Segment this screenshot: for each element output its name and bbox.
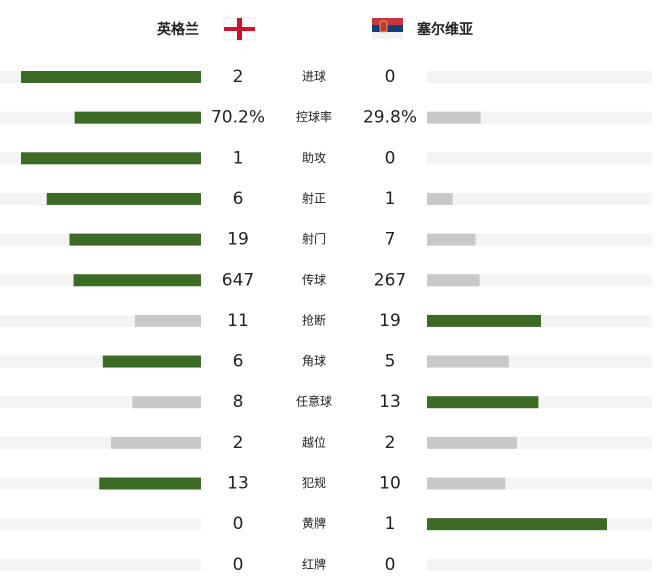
stat-label: 抢断 <box>302 312 326 327</box>
stat-label: 进球 <box>302 70 326 84</box>
home-value: 2 <box>233 433 244 453</box>
home-value: 13 <box>227 474 249 494</box>
stat-label: 助攻 <box>302 151 326 165</box>
track <box>427 233 652 246</box>
away-value: 0 <box>385 148 396 168</box>
home-bar <box>21 152 201 165</box>
home-bar <box>69 233 201 246</box>
track <box>0 558 201 571</box>
away-value: 7 <box>385 230 396 250</box>
away-bar <box>427 233 476 246</box>
home-bar <box>132 396 201 409</box>
away-value: 1 <box>385 189 396 209</box>
track <box>427 71 652 83</box>
home-value: 11 <box>227 311 249 331</box>
home-team: 英格兰 <box>156 21 199 38</box>
home-value: 70.2% <box>211 108 265 128</box>
track <box>0 518 201 531</box>
england-flag <box>223 17 256 41</box>
home-value: 6 <box>233 352 244 372</box>
away-value: 5 <box>385 352 396 372</box>
home-value: 2 <box>233 67 244 87</box>
away-value: 267 <box>374 270 406 290</box>
home-bar <box>135 314 201 327</box>
stat-label: 传球 <box>302 272 326 287</box>
away-bar <box>427 274 480 287</box>
track <box>427 152 652 165</box>
home-bar <box>21 71 201 83</box>
away-value: 29.8% <box>363 108 417 128</box>
away-team: 塞尔维亚 <box>417 21 473 38</box>
stat-label: 射门 <box>302 231 326 246</box>
home-bar <box>73 274 201 287</box>
away-bar <box>427 436 517 449</box>
home-value: 19 <box>227 230 249 250</box>
home-bar <box>102 355 201 368</box>
away-bar <box>427 111 481 124</box>
away-bar <box>427 355 509 368</box>
home-value: 1 <box>233 148 244 168</box>
home-value: 8 <box>233 392 244 412</box>
home-value: 647 <box>222 270 254 290</box>
away-value: 0 <box>385 555 396 575</box>
stat-label: 任意球 <box>296 394 332 409</box>
stat-label: 越位 <box>302 434 326 449</box>
away-value: 10 <box>379 474 401 494</box>
stat-label: 犯规 <box>302 475 326 490</box>
home-bar <box>99 477 201 490</box>
away-value: 1 <box>385 514 396 534</box>
home-bar <box>46 192 201 205</box>
serbia-flag <box>372 18 403 39</box>
away-bar <box>427 396 539 409</box>
away-bar <box>427 314 541 327</box>
away-value: 19 <box>379 311 401 331</box>
home-bar <box>111 436 201 449</box>
away-bar <box>427 477 506 490</box>
track <box>427 274 652 287</box>
track <box>427 192 652 205</box>
track <box>427 558 652 571</box>
away-bar <box>427 192 453 205</box>
home-value: 0 <box>233 555 244 575</box>
stat-label: 黄牌 <box>302 517 326 531</box>
away-value: 0 <box>385 67 396 87</box>
stat-label: 控球率 <box>296 109 332 124</box>
away-value: 2 <box>385 433 396 453</box>
home-value: 6 <box>233 189 244 209</box>
away-value: 13 <box>379 392 401 412</box>
track <box>427 111 652 124</box>
stat-label: 角球 <box>302 354 326 368</box>
away-bar <box>427 518 607 531</box>
stat-label: 射正 <box>302 190 326 205</box>
home-bar <box>74 111 201 124</box>
stat-label: 红牌 <box>302 556 326 571</box>
home-value: 0 <box>233 514 244 534</box>
